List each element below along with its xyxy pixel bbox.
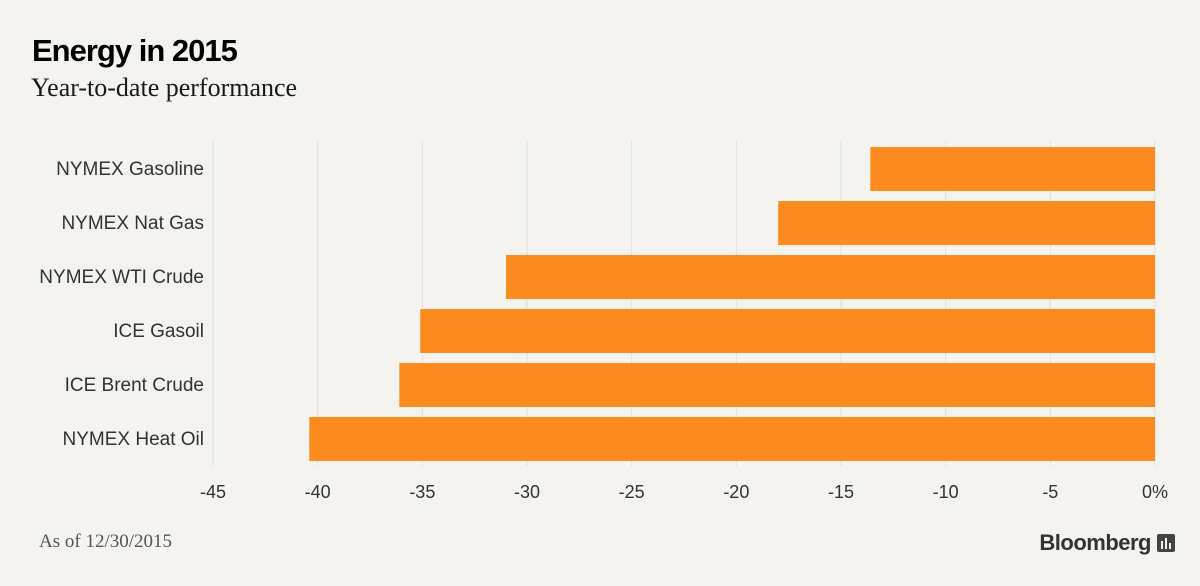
x-tick-labels: -45 -40 -35 -30 -25 -20 -15 -10 -5 0%	[200, 482, 1168, 502]
chart-subtitle: Year-to-date performance	[31, 73, 298, 102]
x-tick-label: -20	[723, 482, 749, 502]
bloomberg-chart-icon	[1157, 534, 1175, 552]
x-tick-label: -45	[200, 482, 226, 502]
bar	[420, 309, 1155, 353]
category-label: NYMEX Heat Oil	[63, 429, 204, 450]
bar	[778, 201, 1155, 245]
category-labels: NYMEX Gasoline NYMEX Nat Gas NYMEX WTI Cru…	[39, 159, 204, 450]
brand-logo: Bloomberg	[1039, 530, 1175, 556]
x-tick-label: -30	[514, 482, 540, 502]
category-label: ICE Brent Crude	[65, 375, 204, 396]
x-tick-label: -35	[409, 482, 435, 502]
x-tick-label: -40	[305, 482, 331, 502]
category-label: ICE Gasoil	[113, 321, 204, 342]
footnote: As of 12/30/2015	[39, 531, 172, 552]
x-tick-label: -10	[933, 482, 959, 502]
chart-title: Energy in 2015	[32, 33, 238, 68]
brand-name: Bloomberg	[1039, 530, 1151, 555]
bars	[309, 147, 1156, 461]
bar	[506, 255, 1156, 299]
bar	[309, 417, 1155, 461]
category-label: NYMEX Gasoline	[56, 159, 204, 180]
x-tick-label: 0%	[1142, 482, 1168, 502]
x-tick-label: -15	[828, 482, 854, 502]
grid-lines	[212, 140, 1156, 466]
category-label: NYMEX Nat Gas	[61, 213, 204, 234]
bar	[399, 363, 1156, 407]
x-tick-label: -25	[619, 482, 645, 502]
category-label: NYMEX WTI Crude	[39, 267, 204, 288]
x-tick-label: -5	[1042, 482, 1058, 502]
bar	[870, 147, 1155, 191]
